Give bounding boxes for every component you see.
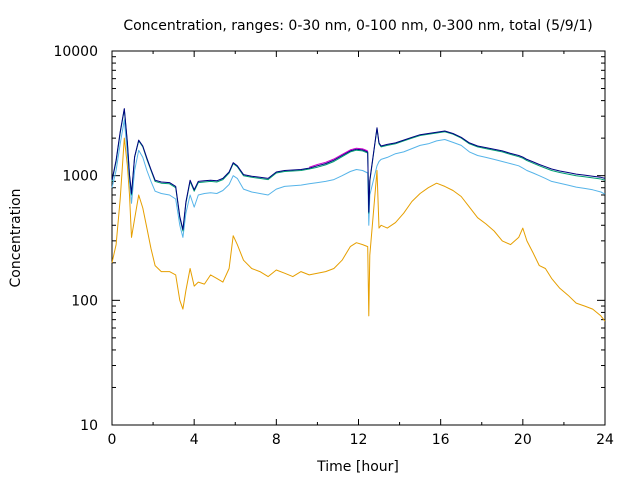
series-group: [111, 108, 606, 322]
x-tick-label: 20: [514, 432, 532, 448]
chart-title: Concentration, ranges: 0-30 nm, 0-100 nm…: [123, 18, 592, 34]
y-tick-label: 10: [80, 418, 98, 434]
series-line-1: [111, 137, 606, 322]
x-tick-label: 16: [432, 432, 450, 448]
x-tick-label: 4: [190, 432, 199, 448]
x-axis-label: Time [hour]: [316, 459, 399, 475]
series-line-4: [111, 108, 606, 230]
y-tick-label: 1000: [62, 169, 98, 185]
x-tick-label: 0: [108, 432, 117, 448]
y-tick-label: 10000: [53, 44, 98, 60]
series-line-2: [111, 119, 606, 238]
y-axis-label: Concentration: [8, 188, 24, 287]
x-tick-label: 12: [350, 432, 368, 448]
x-tick-label: 8: [272, 432, 281, 448]
series-line-5: [309, 147, 368, 168]
plot-frame: [111, 50, 606, 426]
series-line-3: [111, 108, 606, 232]
y-axis-ticks: 10 100 1000 10000: [53, 44, 605, 434]
x-tick-label: 24: [596, 432, 614, 448]
y-tick-label: 100: [71, 293, 98, 309]
x-axis-ticks: 0 4 8 12 16 20 24: [108, 51, 614, 448]
